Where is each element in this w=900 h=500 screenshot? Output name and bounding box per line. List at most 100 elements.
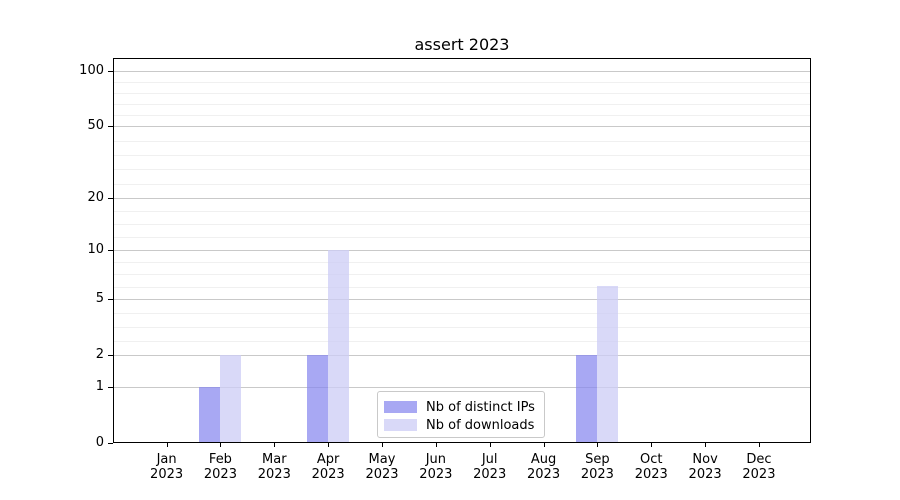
y-tick-mark <box>108 298 113 300</box>
gridline-minor <box>113 262 811 264</box>
gridline-minor <box>113 210 811 212</box>
bar-distinct-ips <box>576 354 598 443</box>
y-tick-mark <box>108 354 113 356</box>
x-tick-label: Sep 2023 <box>565 452 629 482</box>
x-tick-mark <box>166 443 168 447</box>
gridline-minor <box>113 274 811 276</box>
gridline-minor <box>113 286 811 288</box>
gridlines-layer <box>113 58 811 443</box>
gridline-minor <box>113 82 811 84</box>
gridline-minor <box>113 140 811 142</box>
gridline-major <box>113 71 811 73</box>
x-tick-month: Sep <box>585 452 610 467</box>
gridline-major <box>113 249 811 251</box>
y-tick-label: 10 <box>87 241 104 257</box>
chart-title: assert 2023 <box>414 35 510 54</box>
x-tick-year: 2023 <box>203 467 237 482</box>
y-tick-label: 20 <box>87 189 104 205</box>
x-tick-label: Jan 2023 <box>135 452 199 482</box>
gridline-major <box>113 354 811 356</box>
y-tick-label: 50 <box>87 118 104 134</box>
x-tick-month: Jun <box>425 452 446 467</box>
gridline-minor <box>113 93 811 95</box>
legend-entry-downloads: Nb of downloads <box>384 417 544 433</box>
gridline-minor <box>113 340 811 342</box>
bars-layer <box>113 58 811 443</box>
x-tick-mark <box>220 443 222 447</box>
x-tick-mark <box>705 443 707 447</box>
x-tick-month: Oct <box>640 452 663 467</box>
x-tick-label: Jul 2023 <box>458 452 522 482</box>
x-tick-label: May 2023 <box>350 452 414 482</box>
gridline-minor <box>113 236 811 238</box>
gridline-minor <box>113 155 811 156</box>
x-tick-label: Dec 2023 <box>727 452 791 482</box>
legend-swatch-downloads <box>384 419 417 431</box>
x-tick-mark <box>543 443 545 447</box>
y-tick-mark <box>108 387 113 389</box>
gridline-minor <box>113 223 811 225</box>
x-tick-year: 2023 <box>580 467 614 482</box>
x-tick-month: Jul <box>481 452 498 467</box>
x-tick-mark <box>651 443 653 447</box>
x-tick-year: 2023 <box>419 467 453 482</box>
x-tick-mark <box>328 443 330 447</box>
plot-area <box>113 58 811 443</box>
gridline-minor <box>113 312 811 314</box>
x-tick-mark <box>382 443 383 447</box>
x-tick-mark <box>597 443 599 447</box>
x-tick-month: Dec <box>746 452 772 467</box>
gridline-minor <box>113 169 811 171</box>
x-tick-year: 2023 <box>742 467 776 482</box>
y-tick-label: 1 <box>95 379 104 395</box>
gridline-minor <box>113 115 811 117</box>
y-tick-mark <box>108 126 113 128</box>
legend-box: Nb of distinct IPs Nb of downloads <box>377 391 545 438</box>
gridline-major <box>113 298 811 300</box>
x-tick-year: 2023 <box>473 467 507 482</box>
y-tick-label: 100 <box>79 63 104 79</box>
x-tick-month: Nov <box>692 452 718 467</box>
gridline-minor <box>113 104 811 106</box>
gridline-minor <box>113 326 811 328</box>
x-tick-year: 2023 <box>527 467 561 482</box>
x-tick-month: Mar <box>262 452 287 467</box>
x-tick-label: Oct 2023 <box>619 452 683 482</box>
x-tick-year: 2023 <box>311 467 345 482</box>
x-tick-mark <box>274 443 276 447</box>
y-tick-mark <box>108 249 113 251</box>
x-tick-year: 2023 <box>688 467 722 482</box>
legend-label-downloads: Nb of downloads <box>426 417 535 433</box>
x-tick-year: 2023 <box>150 467 184 482</box>
bar-distinct-ips <box>199 387 221 443</box>
x-tick-label: Aug 2023 <box>512 452 576 482</box>
y-tick-label: 2 <box>95 346 104 362</box>
x-tick-year: 2023 <box>634 467 668 482</box>
legend-entry-distinct-ips: Nb of distinct IPs <box>384 399 544 415</box>
gridline-minor <box>113 183 811 185</box>
x-tick-mark <box>758 443 760 447</box>
x-tick-label: Nov 2023 <box>673 452 737 482</box>
y-tick-mark <box>108 443 113 444</box>
x-tick-mark <box>489 443 491 447</box>
gridline-major <box>113 197 811 199</box>
legend-label-distinct-ips: Nb of distinct IPs <box>426 399 535 415</box>
x-tick-year: 2023 <box>257 467 291 482</box>
gridline-major <box>113 126 811 128</box>
x-tick-month: Apr <box>316 452 340 467</box>
x-tick-year: 2023 <box>365 467 399 482</box>
y-tick-label: 0 <box>95 435 104 450</box>
x-tick-month: Aug <box>530 452 557 467</box>
x-tick-month: Jan <box>156 452 177 467</box>
bar-downloads <box>597 286 619 443</box>
x-tick-label: Jun 2023 <box>404 452 468 482</box>
x-tick-month: May <box>368 452 396 467</box>
bar-downloads <box>328 249 350 443</box>
y-tick-mark <box>108 71 113 73</box>
x-tick-label: Feb 2023 <box>188 452 252 482</box>
y-tick-mark <box>108 197 113 199</box>
x-tick-month: Feb <box>208 452 232 467</box>
gridline-major <box>113 387 811 389</box>
x-tick-mark <box>435 443 437 447</box>
